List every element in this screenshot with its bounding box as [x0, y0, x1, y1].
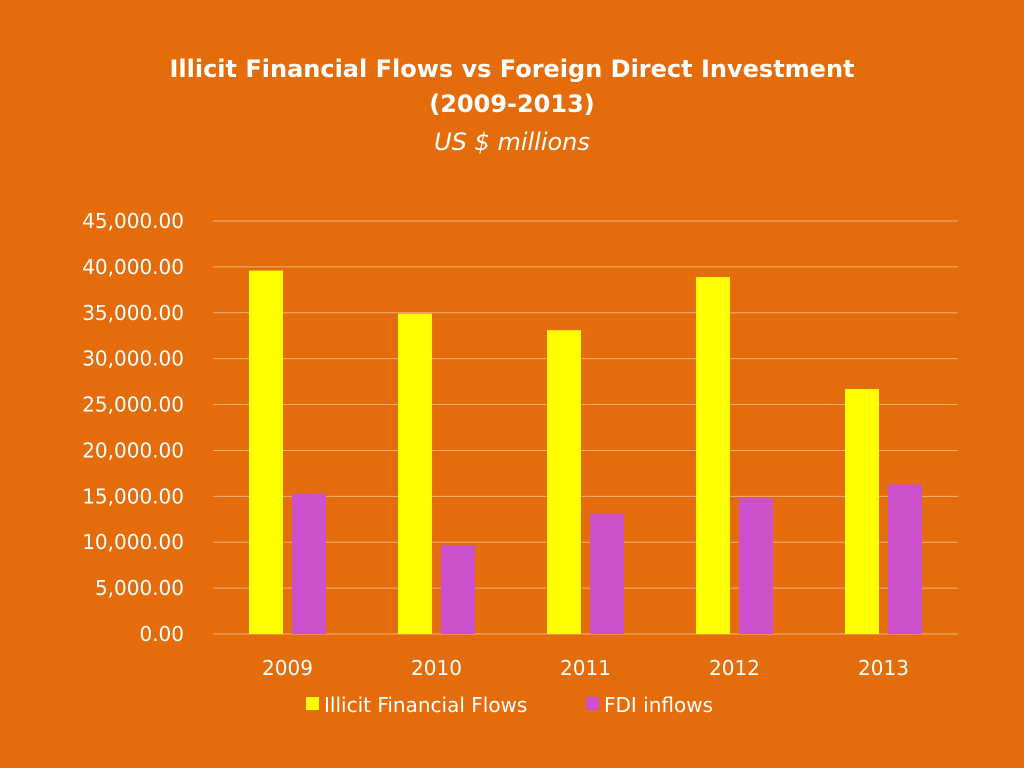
bar-illicit-flows-2010	[398, 313, 432, 634]
x-tick-label: 2011	[560, 656, 611, 680]
bar-illicit-flows-2013	[845, 388, 879, 634]
y-tick-label: 35,000.00	[82, 301, 184, 325]
x-tick-label: 2009	[262, 656, 313, 680]
bar-fdi-inflows-2010	[441, 544, 475, 634]
bar-fdi-inflows-2013	[888, 484, 922, 634]
bars	[249, 270, 922, 634]
y-tick-label: 10,000.00	[82, 530, 184, 554]
chart-title-line1: Illicit Financial Flows vs Foreign Direc…	[169, 55, 854, 83]
legend: Illicit Financial Flows FDI inflows	[306, 693, 713, 717]
legend-swatch	[306, 697, 319, 710]
y-tick-label: 5,000.00	[95, 576, 184, 600]
gridlines	[213, 220, 958, 635]
y-tick-label: 25,000.00	[82, 393, 184, 417]
y-tick-label: 0.00	[139, 622, 184, 646]
y-tick-label: 30,000.00	[82, 347, 184, 371]
y-tick-label: 15,000.00	[82, 484, 184, 508]
legend-label: Illicit Financial Flows	[324, 693, 527, 717]
chart-title-line2: (2009-2013)	[429, 90, 595, 118]
legend-swatch	[586, 697, 599, 710]
bar-illicit-flows-2009	[249, 270, 283, 634]
x-axis-ticks: 2009 2010 2011 2012 2013	[262, 656, 909, 680]
x-tick-label: 2012	[709, 656, 760, 680]
y-tick-label: 20,000.00	[82, 438, 184, 462]
legend-label: FDI inflows	[604, 693, 713, 717]
x-tick-label: 2013	[858, 656, 909, 680]
y-axis-ticks: 0.00 5,000.00 10,000.00 15,000.00 20,000.00 2…	[82, 209, 184, 646]
bar-fdi-inflows-2011	[590, 513, 624, 634]
bar-fdi-inflows-2012	[739, 498, 773, 634]
y-tick-label: 45,000.00	[82, 209, 184, 233]
y-tick-label: 40,000.00	[82, 255, 184, 279]
bar-fdi-inflows-2009	[292, 493, 326, 634]
x-tick-label: 2010	[411, 656, 462, 680]
bar-illicit-flows-2011	[547, 330, 581, 634]
chart-subtitle: US $ millions	[434, 128, 590, 156]
bar-illicit-flows-2012	[696, 276, 730, 634]
